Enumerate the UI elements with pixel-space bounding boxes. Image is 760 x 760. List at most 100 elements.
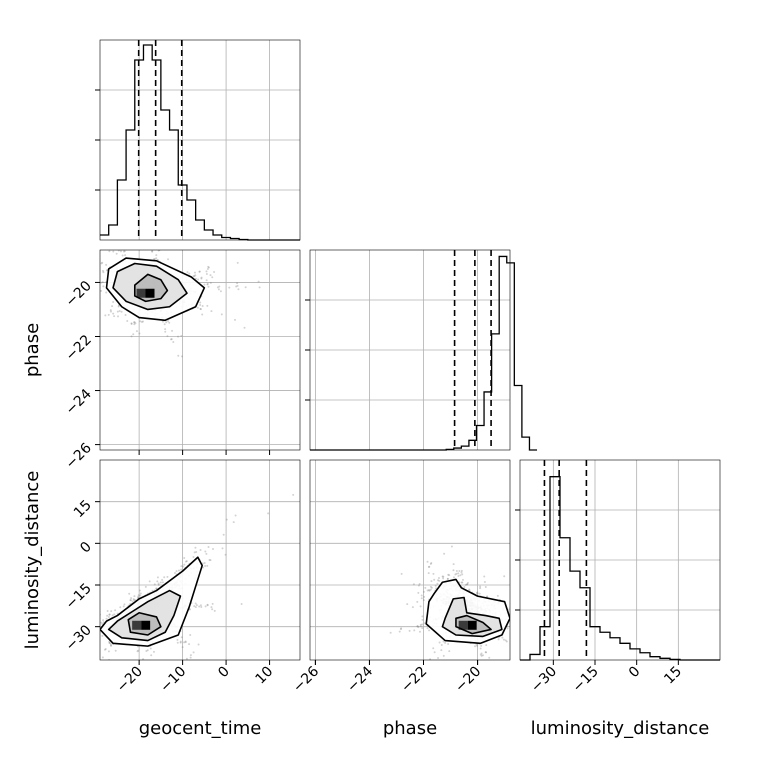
xtick-label-luminosity-distance-1: −15	[570, 664, 602, 696]
contour-geocent_time-phase-2	[105, 257, 206, 322]
sample-point	[163, 323, 166, 326]
sample-point	[211, 276, 214, 279]
ytick-label-luminosity-distance-0: −30	[63, 622, 95, 654]
sample-point	[179, 640, 182, 643]
sample-point	[100, 262, 103, 265]
sample-point	[155, 257, 158, 260]
sample-point	[73, 245, 75, 247]
ytick-label-phase-0: −26	[63, 440, 95, 472]
sample-point	[119, 250, 122, 253]
sample-point	[107, 616, 110, 619]
density-peak-geocent_time-phase	[145, 288, 155, 298]
sample-point	[434, 584, 437, 587]
sample-point	[100, 289, 103, 292]
sample-point	[159, 581, 162, 584]
ytick-label-phase-3: −20	[63, 278, 95, 310]
sample-point	[109, 643, 112, 646]
ytick-label-luminosity-distance-3: 15	[71, 497, 95, 521]
sample-point	[416, 600, 419, 603]
contour-geocent_time-luminosity_distance-2	[100, 556, 203, 647]
sample-point	[209, 667, 211, 669]
sample-point	[533, 623, 535, 625]
sample-point	[134, 322, 137, 325]
sample-point	[486, 595, 489, 598]
sample-point	[101, 634, 104, 637]
sample-point	[209, 559, 212, 562]
xtick-label-luminosity-distance-2: 0	[626, 664, 644, 682]
sample-point	[235, 285, 238, 288]
sample-point	[438, 579, 441, 582]
sample-point	[128, 592, 131, 595]
sample-point	[108, 613, 111, 616]
sample-point	[488, 656, 491, 659]
sample-point	[120, 310, 123, 313]
sample-point	[537, 592, 539, 594]
sample-point	[417, 626, 420, 629]
sample-point	[104, 648, 107, 651]
sample-point	[193, 551, 196, 554]
sample-point	[192, 555, 195, 558]
sample-point	[428, 565, 431, 568]
sample-point	[144, 585, 147, 588]
sample-point	[117, 304, 120, 307]
sample-point	[151, 250, 154, 253]
sample-point	[479, 653, 482, 656]
sample-point	[512, 644, 514, 646]
sample-point	[119, 606, 122, 609]
sample-point	[98, 283, 100, 285]
sample-point	[457, 575, 460, 578]
sample-point	[180, 565, 183, 568]
sample-point	[533, 588, 535, 590]
sample-point	[232, 521, 235, 524]
sample-point	[64, 690, 66, 692]
sample-point	[103, 648, 106, 651]
sample-point	[408, 629, 411, 632]
sample-point	[448, 574, 451, 577]
sample-point	[151, 589, 154, 592]
sample-point	[534, 621, 536, 623]
sample-point	[185, 560, 188, 563]
sample-point	[442, 640, 445, 643]
sample-point	[529, 596, 531, 598]
sample-point	[452, 569, 455, 572]
sample-point	[123, 603, 126, 606]
sample-point	[151, 250, 154, 252]
sample-point	[194, 602, 197, 605]
sample-point	[464, 583, 467, 586]
sample-point	[221, 547, 224, 550]
sample-point	[183, 557, 186, 560]
sample-point	[180, 334, 183, 337]
sample-point	[442, 575, 445, 578]
sample-point	[199, 604, 202, 607]
sample-point	[59, 647, 61, 649]
sample-point	[480, 654, 483, 657]
sample-point	[170, 338, 173, 341]
sample-point	[529, 624, 531, 626]
sample-point	[194, 274, 197, 277]
sample-point	[112, 250, 115, 253]
sample-point	[164, 328, 167, 331]
sample-point	[156, 580, 159, 583]
sample-point	[203, 283, 206, 286]
sample-point	[145, 650, 148, 653]
sample-point	[130, 322, 133, 325]
sample-point	[210, 310, 213, 313]
sample-point	[100, 281, 103, 284]
sample-point	[422, 590, 425, 593]
sample-point	[513, 616, 515, 618]
sample-point	[458, 570, 461, 573]
sample-point	[183, 641, 186, 644]
sample-point	[497, 677, 499, 679]
sample-point	[165, 321, 168, 324]
sample-point	[418, 583, 421, 586]
sample-point	[478, 592, 481, 595]
sample-point	[454, 573, 457, 576]
sample-point	[129, 599, 132, 602]
panel-frame-phase-luminosity_distance	[309, 459, 511, 661]
y-axis-title-luminosity-distance: luminosity_distance	[22, 471, 43, 650]
sample-point	[184, 560, 187, 563]
sample-point	[211, 547, 214, 550]
sample-point	[189, 633, 192, 636]
sample-point	[193, 605, 196, 608]
sample-point	[199, 301, 202, 304]
